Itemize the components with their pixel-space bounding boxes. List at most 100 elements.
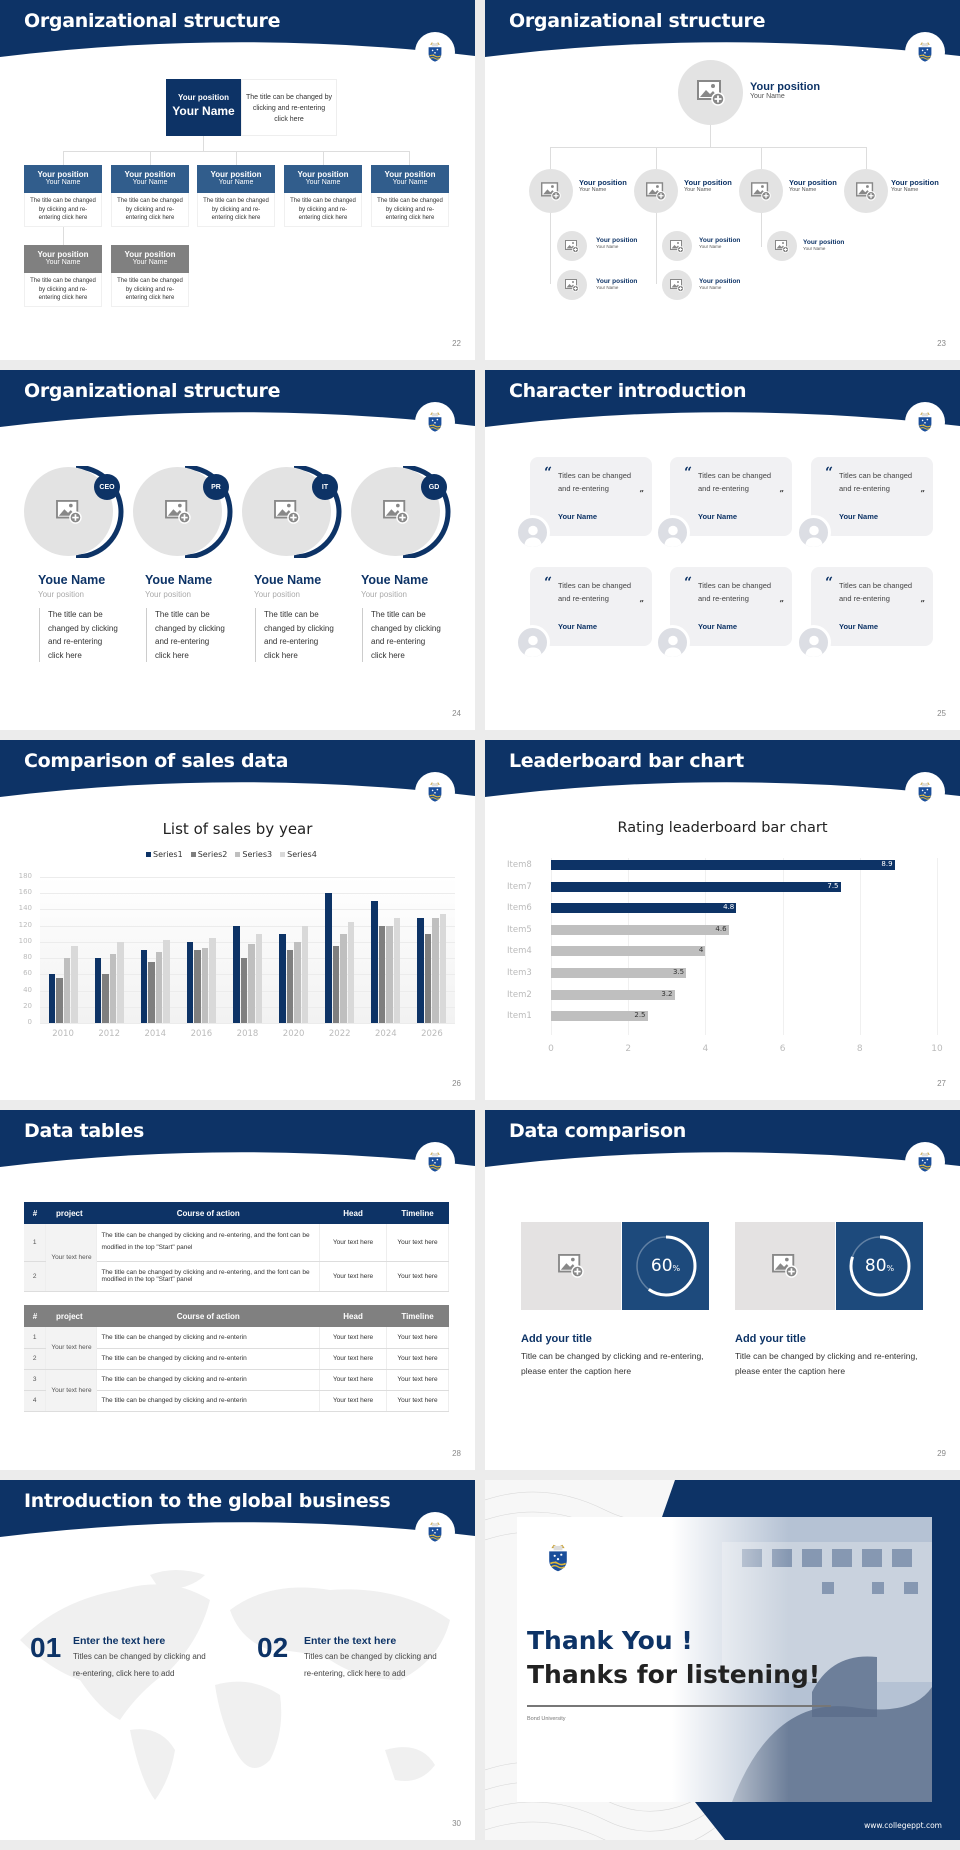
y-tick-label: 180 [18,872,32,880]
image-placeholder[interactable] [662,231,692,261]
slide-header: Organizational structure [485,0,960,60]
image-placeholder[interactable] [844,169,888,213]
person-name: Youe Name [38,573,106,587]
slide-22[interactable]: Organizational structure Your position Y… [0,0,475,360]
y-tick-label: 160 [18,888,32,897]
slide-title: Data comparison [509,1120,686,1142]
university-crest-logo [415,772,455,812]
table-row: 1 Your text here The title can be change… [24,1327,449,1370]
person-position: Your position [38,590,84,599]
page-number: 27 [937,1079,946,1088]
bar [186,941,194,1023]
image-placeholder[interactable] [557,270,587,300]
quote-card[interactable]: “ Titles can be changed and re-entering … [811,457,933,536]
person-name: Youe Name [145,573,213,587]
org-card[interactable]: Your position Your Name The title can be … [371,165,449,227]
image-placeholder[interactable] [557,231,587,261]
add-image-icon [541,182,561,201]
quote-card[interactable]: “ Titles can be changed and re-entering … [670,567,792,646]
image-placeholder[interactable] [767,231,797,261]
column-header: project [55,1208,83,1218]
x-tick-label: 2016 [190,1029,213,1039]
bar [424,933,432,1023]
divider [527,1705,831,1707]
quote-card[interactable]: “ Titles can be changed and re-entering … [670,457,792,536]
y-tick-label: Item7 [507,881,532,892]
y-tick-label: Item3 [507,968,532,978]
quote-card[interactable]: “ Titles can be changed and re-entering … [530,457,652,536]
quote-card[interactable]: “ Titles can be changed and re-entering … [530,567,652,646]
image-placeholder[interactable] [662,270,692,300]
slide-25[interactable]: Character introduction “ Titles can be c… [485,370,960,730]
image-placeholder[interactable] [735,1222,835,1310]
org-card[interactable]: Your position Your Name The title can be … [111,165,189,227]
slide-title: Character introduction [509,380,747,402]
person-icon [660,631,686,657]
org-card[interactable]: Your position Your Name The title can be … [111,245,189,307]
page-number: 29 [937,1449,946,1458]
bar [301,925,309,1023]
table-row: 2 The title can be changed by clicking a… [24,1348,449,1370]
slide-26[interactable]: Comparison of sales data List of sales b… [0,740,475,1100]
bar [551,860,895,870]
slide-29[interactable]: Data comparison 60% Add your title Title… [485,1110,960,1470]
avatar [515,515,550,550]
slide-23[interactable]: Organizational structure Your position Y… [485,0,960,360]
slide-28[interactable]: Data tables # project Course of action H… [0,1110,475,1470]
bar [56,978,63,1023]
image-placeholder[interactable] [678,60,743,125]
crest-icon [427,411,443,433]
slide-title: Introduction to the global business [24,1490,391,1512]
org-card[interactable]: Your position Your Name The title can be … [24,245,102,307]
image-placeholder[interactable] [634,169,678,213]
slide-31-thank-you[interactable]: Thank You ! Thanks for listening! Bond U… [485,1480,960,1840]
profile-circle-ring [184,466,233,558]
quote-text: Titles can be changed and re-entering [839,581,913,603]
image-placeholder[interactable] [529,169,573,213]
bar-value-label: 2.5 [634,1011,646,1020]
university-crest-logo [415,402,455,442]
legend-item: Series1 [146,850,183,859]
bar [233,925,240,1023]
add-image-icon [646,182,666,201]
org-top-node[interactable]: Your position Your Name [166,79,241,136]
slide-27[interactable]: Leaderboard bar chart Rating leaderboard… [485,740,960,1100]
header-wave [485,370,960,427]
data-table-1: # project Course of action Head Timeline… [24,1202,449,1292]
bar [194,950,201,1023]
org-card[interactable]: Your position Your Name The title can be … [284,165,362,227]
slide-24[interactable]: Organizational structure CEO Youe Name Y… [0,370,475,730]
bar [551,968,687,978]
horizontal-bar-chart: 0 2 4 6 8 10 8.9 Item8 7.5 Item7 4.8 Item6 4.6 Item5 4… [485,740,960,1100]
item-title: Enter the text here [73,1635,166,1647]
person-position: Your position [254,590,300,599]
image-placeholder[interactable] [521,1222,621,1310]
bar [48,974,56,1023]
x-tick-label: 0 [548,1043,554,1054]
person-icon [801,631,827,657]
x-tick-label: 2014 [144,1029,167,1039]
add-image-icon [856,182,876,201]
gridline [40,1023,455,1024]
add-image-icon [775,240,789,253]
page-number: 24 [452,709,461,718]
profile-circle-ring [75,466,124,558]
world-map-background [20,1570,450,1800]
crest-icon [427,1151,443,1173]
item-description: Title can be changed by clicking and re-… [521,1351,704,1376]
y-tick-label: Item6 [507,903,532,914]
header-wave [485,0,960,57]
quote-card[interactable]: “ Titles can be changed and re-entering … [811,567,933,646]
image-placeholder[interactable] [739,169,783,213]
org-card[interactable]: Your position Your Name The title can be … [24,165,102,227]
bar [240,958,247,1023]
header-wave [485,1110,960,1167]
campus-building-photo [672,1517,932,1802]
role-badge: PR [203,474,229,500]
website-url[interactable]: www.collegeppt.com [864,1821,942,1830]
slide-30[interactable]: Introduction to the global business 01 E… [0,1480,475,1840]
page-number: 26 [452,1079,461,1088]
org-card[interactable]: Your position Your Name The title can be … [197,165,275,227]
gridline [40,877,455,878]
top-node-description: The title can be changed by clicking and… [241,79,337,136]
